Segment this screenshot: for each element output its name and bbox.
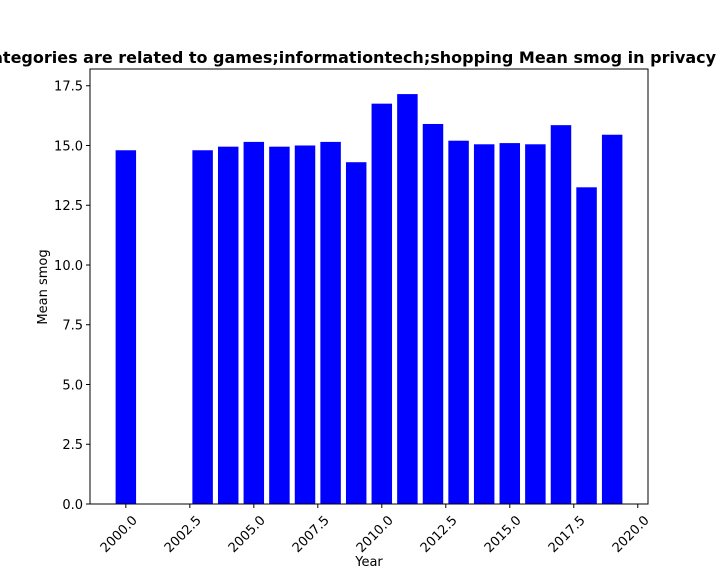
chart-title: What categories are related to games;inf…	[0, 48, 720, 67]
bar-2013	[448, 140, 469, 504]
y-axis-label: Mean smog	[36, 249, 51, 324]
x-tick-label: 2015.0	[482, 513, 525, 556]
x-tick-label: 2017.5	[546, 513, 589, 556]
bar-2010	[371, 103, 393, 505]
bar-2011	[397, 94, 418, 504]
x-tick-label: 2012.5	[418, 513, 461, 556]
bar-2000	[115, 150, 137, 504]
y-tick-label: 10.0	[54, 259, 83, 274]
bar-2009	[345, 162, 367, 504]
bar-2008	[320, 141, 341, 504]
bar-2019	[601, 134, 623, 504]
y-tick-label: 5.0	[62, 378, 83, 393]
x-axis-ticks: 2000.0 2002.5 2005.0 2007.5 2010.0 2012.5 2015…	[98, 504, 653, 556]
bar-2017	[550, 125, 572, 505]
x-axis-label: Year	[354, 555, 383, 570]
bar-2007	[294, 145, 316, 504]
x-tick-label: 2000.0	[98, 513, 141, 556]
bar-2014	[473, 144, 495, 505]
y-tick-label: 12.5	[54, 199, 83, 214]
y-tick-label: 15.0	[54, 139, 83, 154]
plot-frame	[89, 68, 649, 505]
x-tick-label: 2005.0	[226, 513, 269, 556]
y-tick-label: 0.0	[62, 498, 83, 513]
x-tick-label: 2007.5	[290, 513, 333, 556]
y-tick-label: 17.5	[54, 80, 83, 95]
x-tick-label: 2002.5	[162, 513, 205, 556]
bar-2015	[499, 143, 521, 505]
y-tick-label: 2.5	[62, 438, 83, 453]
bar-2005	[243, 141, 265, 504]
x-tick-label: 2020.0	[610, 513, 653, 556]
y-axis-ticks: 0.0 2.5 5.0 7.5 10.0 12.5 15.0 17.5	[54, 80, 90, 513]
bar-2004	[217, 146, 239, 504]
x-tick-label: 2010.0	[354, 513, 397, 556]
bar-2016	[525, 144, 546, 505]
bar-2006	[269, 146, 290, 504]
bar-2003	[192, 150, 213, 504]
y-tick-label: 7.5	[62, 319, 83, 334]
bar-2018	[576, 187, 597, 505]
bars-group	[115, 94, 623, 505]
bar-2012	[422, 123, 444, 504]
